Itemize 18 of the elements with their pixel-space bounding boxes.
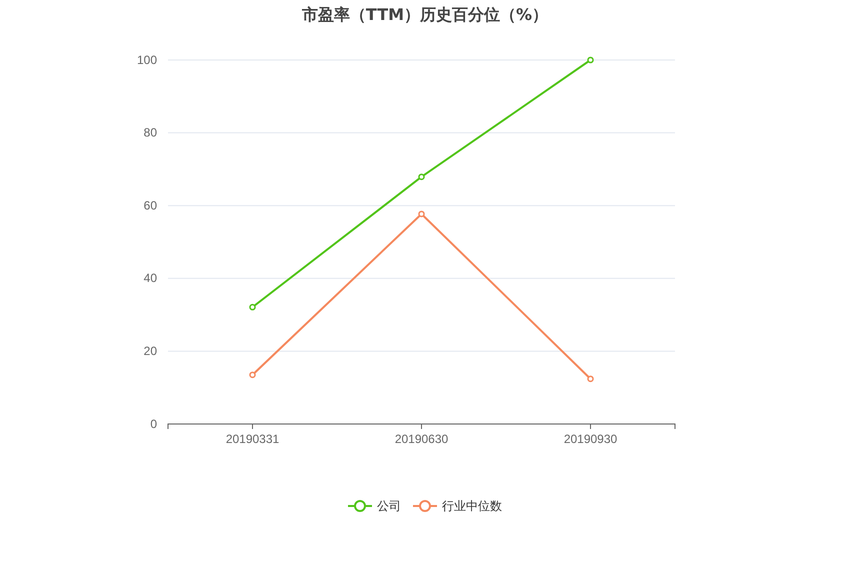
point xyxy=(587,376,594,382)
x-tick-label: 20190630 xyxy=(394,432,449,446)
y-tick-label: 60 xyxy=(144,198,158,212)
point xyxy=(249,304,256,310)
x-tick-label: 20190331 xyxy=(226,432,280,446)
legend-label: 行业中位数 xyxy=(442,499,502,513)
legend-label: 公司 xyxy=(377,499,401,513)
point xyxy=(418,174,425,180)
point xyxy=(249,372,256,378)
point xyxy=(587,56,594,64)
chart-title: 市盈率（TTM）历史百分位（%） xyxy=(300,5,548,24)
x-tick-label: 20190930 xyxy=(564,432,618,446)
y-tick-label: 20 xyxy=(144,344,158,358)
y-tick-label: 80 xyxy=(144,126,158,140)
y-tick-label: 100 xyxy=(136,52,158,67)
point xyxy=(418,210,425,218)
y-tick-label: 40 xyxy=(144,271,158,286)
y-tick-label: 0 xyxy=(150,416,158,431)
